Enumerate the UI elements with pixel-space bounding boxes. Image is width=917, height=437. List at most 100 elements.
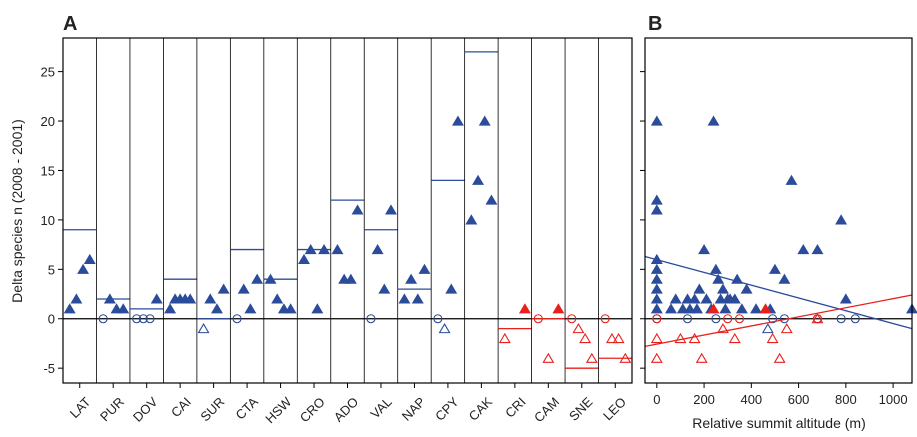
point	[709, 263, 722, 274]
point	[438, 323, 451, 334]
point	[676, 303, 689, 314]
point	[688, 332, 701, 344]
point	[778, 273, 791, 284]
point	[378, 283, 391, 294]
point	[785, 174, 798, 185]
point	[318, 243, 331, 255]
x-tick-label: 800	[835, 392, 857, 407]
point	[650, 115, 663, 126]
x-tick-label: 1000	[879, 392, 908, 407]
point	[311, 303, 324, 314]
point	[197, 323, 210, 334]
point	[717, 323, 729, 334]
point	[465, 214, 478, 225]
point	[712, 273, 725, 284]
y-tick-label: 25	[41, 65, 55, 80]
point	[681, 293, 694, 304]
point	[693, 283, 706, 294]
point	[579, 332, 592, 344]
point	[304, 243, 317, 255]
y-tick-label: 10	[41, 213, 55, 228]
point	[398, 293, 411, 304]
point	[728, 293, 741, 304]
point	[650, 194, 663, 205]
point	[371, 243, 384, 255]
point	[735, 303, 748, 314]
point	[768, 314, 778, 324]
x-tick-label: CRO	[297, 394, 328, 425]
point	[688, 293, 701, 304]
point	[650, 263, 663, 274]
x-tick-label: CTA	[233, 394, 262, 423]
point	[650, 204, 663, 215]
point	[405, 273, 418, 284]
point	[714, 293, 727, 304]
x-tick-label: DOV	[130, 394, 161, 425]
point	[552, 303, 565, 314]
point	[351, 204, 364, 215]
point	[650, 293, 663, 304]
point	[451, 115, 464, 126]
point	[600, 314, 610, 324]
x-tick-label: LEO	[600, 394, 629, 423]
point	[650, 332, 663, 344]
point	[204, 293, 217, 304]
point	[612, 332, 625, 344]
point	[184, 293, 197, 304]
point	[77, 263, 90, 274]
x-axis-label: Relative summit altitude (m)	[692, 415, 866, 431]
point	[619, 352, 632, 363]
x-tick-label: SNE	[566, 394, 596, 424]
point	[433, 314, 443, 324]
point	[98, 314, 108, 324]
point	[331, 243, 344, 255]
point	[150, 293, 163, 304]
point	[211, 303, 223, 314]
y-tick-label: 20	[41, 114, 55, 129]
point	[605, 332, 618, 344]
point	[244, 303, 257, 314]
point	[418, 263, 431, 274]
point	[164, 303, 177, 314]
point	[344, 273, 357, 284]
point	[669, 293, 682, 304]
point	[498, 332, 511, 344]
point	[811, 243, 824, 255]
point	[271, 293, 284, 304]
y-tick-label: 15	[41, 163, 55, 178]
x-tick-label: VAL	[367, 394, 394, 421]
point	[839, 293, 852, 304]
point	[682, 314, 693, 324]
point	[542, 352, 555, 363]
point	[674, 332, 687, 344]
point	[232, 314, 242, 324]
point	[411, 293, 424, 304]
point	[728, 332, 741, 344]
x-tick-label: 0	[653, 392, 660, 407]
x-tick-label: NAP	[399, 394, 429, 424]
point	[83, 253, 96, 264]
point	[780, 323, 793, 334]
point	[761, 323, 774, 334]
point	[768, 263, 781, 274]
point	[740, 283, 753, 294]
point	[734, 314, 745, 324]
point	[719, 303, 732, 314]
point	[138, 314, 148, 324]
point	[385, 204, 397, 215]
x-tick-label: LAT	[67, 394, 94, 421]
point	[695, 352, 708, 363]
point	[850, 314, 860, 324]
x-tick-label: PUR	[97, 394, 127, 424]
point	[691, 303, 703, 314]
point	[567, 314, 577, 324]
point	[717, 283, 729, 294]
point	[698, 243, 711, 255]
fit-line	[644, 255, 913, 330]
point	[711, 314, 721, 324]
panel-label: B	[648, 13, 662, 35]
point	[478, 115, 491, 126]
point	[237, 283, 250, 294]
point	[533, 314, 543, 324]
